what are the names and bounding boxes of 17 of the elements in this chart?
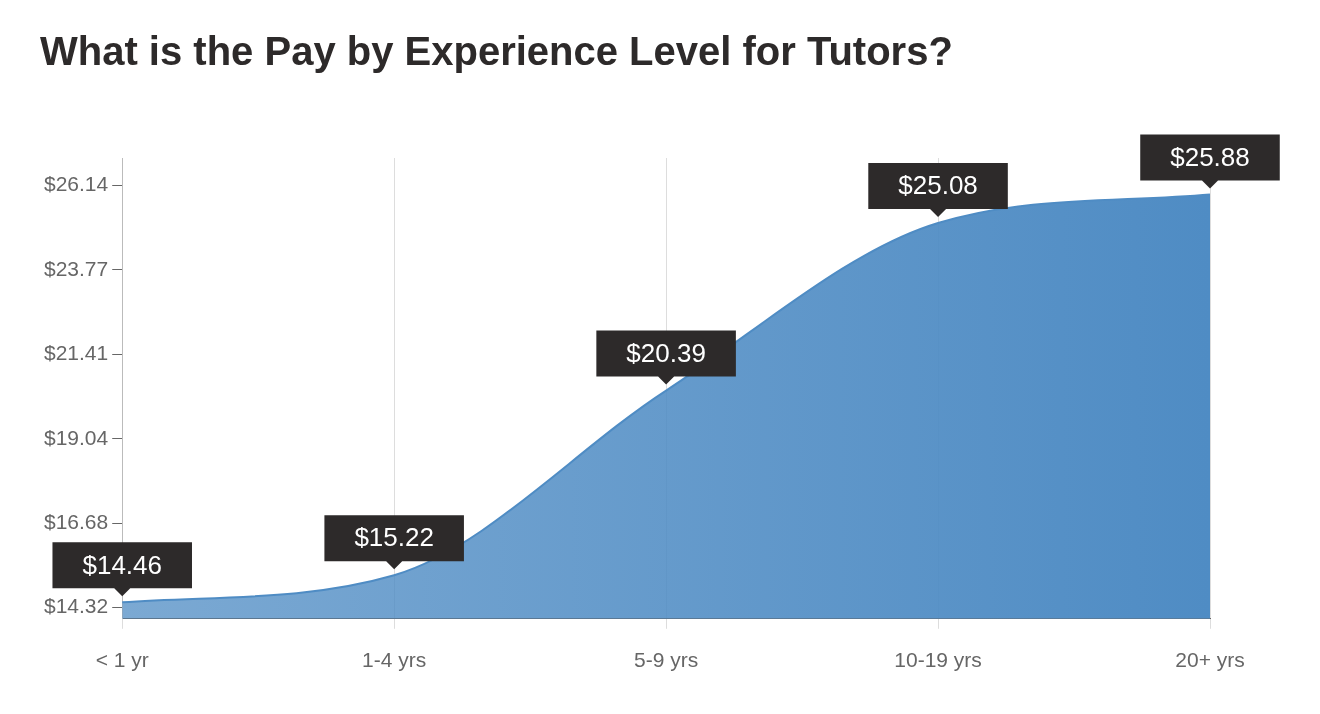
y-tick-label: $16.68 xyxy=(44,509,109,533)
x-tick-label: 1-4 yrs xyxy=(362,648,427,672)
data-label: $14.46 xyxy=(82,549,162,580)
data-label: $25.08 xyxy=(898,170,978,201)
x-tick-label: 10-19 yrs xyxy=(894,648,982,672)
x-tick-label: 20+ yrs xyxy=(1175,648,1245,672)
data-label: $15.22 xyxy=(354,522,434,553)
data-label: $25.88 xyxy=(1170,141,1250,172)
y-tick-label: $14.32 xyxy=(44,594,109,618)
x-tick-label: < 1 yr xyxy=(95,648,149,672)
chart-title: What is the Pay by Experience Level for Tutors? xyxy=(40,29,953,74)
data-label: $20.39 xyxy=(626,337,706,368)
y-tick-label: $23.77 xyxy=(44,256,109,280)
x-tick-label: 5-9 yrs xyxy=(634,648,699,672)
y-tick-label: $21.41 xyxy=(44,340,109,364)
y-tick-label: $26.14 xyxy=(44,171,109,195)
y-tick-label: $19.04 xyxy=(44,425,109,449)
